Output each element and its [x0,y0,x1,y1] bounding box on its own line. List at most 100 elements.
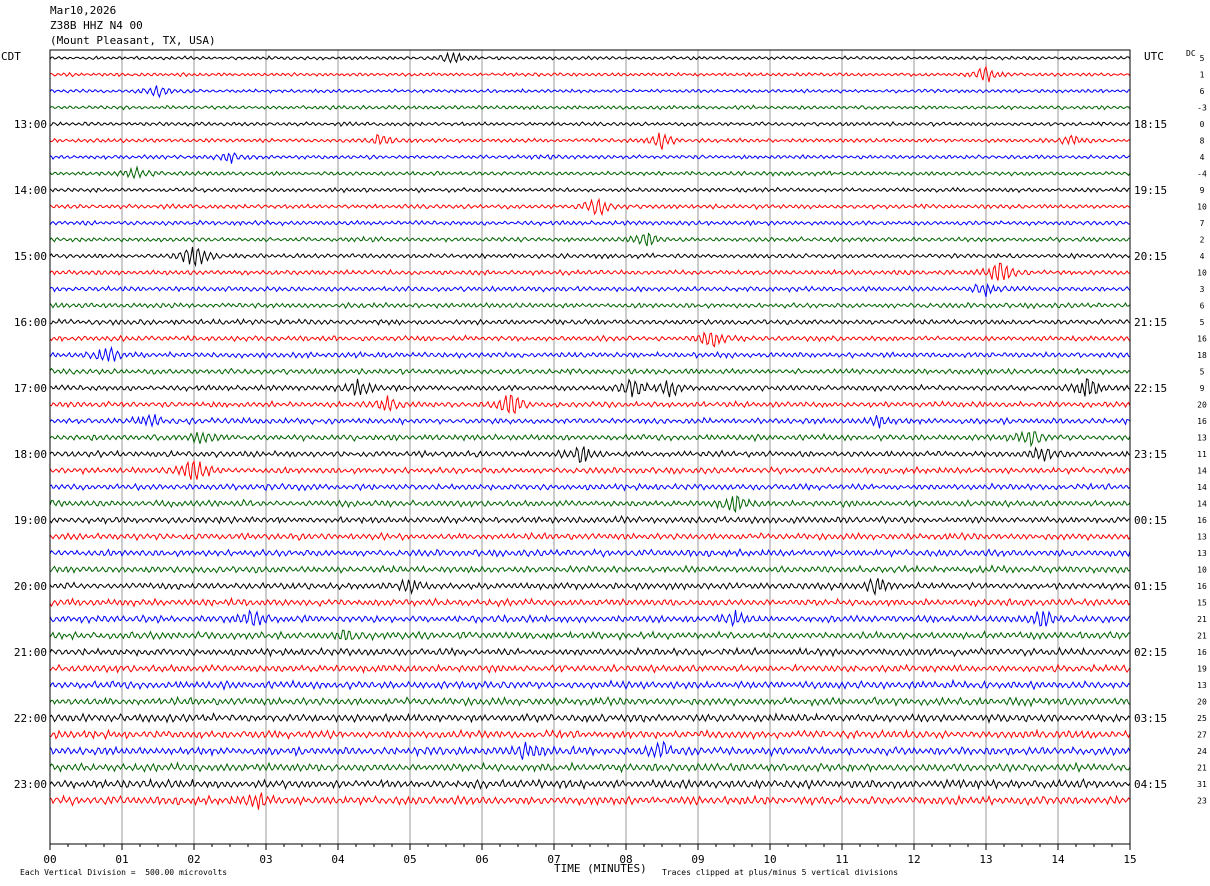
trace-19 [49,367,1131,376]
left-hour-label: 16:00 [14,316,47,329]
dc-offset-label: 1 [1200,71,1205,80]
trace-30 [49,547,1131,558]
left-hour-label: 13:00 [14,118,47,131]
x-tick-label: 00 [43,853,56,866]
x-tick-label: 11 [835,853,848,866]
trace-10 [49,219,1131,227]
scale-note: Each Vertical Division = 500.00 microvol… [20,868,228,877]
trace-38 [49,678,1131,691]
dc-offset-label: 4 [1200,252,1205,261]
trace-35 [49,629,1131,642]
trace-16 [50,318,1131,327]
left-hour-label: 17:00 [14,382,47,395]
dc-offset-label: 10 [1197,269,1207,278]
dc-offset-label: 14 [1197,500,1207,509]
dc-offset-label: 14 [1197,467,1207,476]
trace-42 [49,740,1131,760]
trace-24 [49,446,1131,463]
dc-offset-label: 16 [1197,417,1207,426]
x-tick-label: 01 [115,853,128,866]
trace-2 [49,85,1131,99]
left-hour-label: 23:00 [14,778,47,791]
trace-1 [49,65,1131,83]
dc-offset-label: 10 [1197,203,1207,212]
trace-32 [49,577,1131,597]
dc-offset-label: 25 [1197,714,1207,723]
dc-offset-label: 16 [1197,648,1207,657]
trace-34 [49,609,1131,628]
left-hour-label: 15:00 [14,250,47,263]
dc-offset-label: 11 [1197,450,1207,459]
right-hour-label: 22:15 [1134,382,1167,395]
dc-offset-label: 4 [1200,153,1205,162]
trace-0 [49,51,1131,64]
dc-offset-label: 21 [1197,764,1207,773]
dc-offset-label: 14 [1197,483,1207,492]
clip-note: Traces clipped at plus/minus 5 vertical … [662,868,899,877]
trace-37 [49,663,1131,674]
trace-45 [49,792,1131,810]
x-tick-label: 10 [763,853,776,866]
right-hour-label: 23:15 [1134,448,1167,461]
right-hour-label: 01:15 [1134,580,1167,593]
trace-28 [49,515,1131,525]
x-tick-label: 09 [691,853,704,866]
dc-offset-label: 20 [1197,401,1207,410]
trace-26 [49,482,1131,492]
x-axis-title: TIME (MINUTES) [554,862,647,875]
right-hour-label: 19:15 [1134,184,1167,197]
trace-31 [49,564,1131,575]
trace-36 [49,646,1131,658]
x-tick-label: 05 [403,853,416,866]
x-tick-label: 03 [259,853,272,866]
trace-9 [49,197,1131,217]
trace-3 [49,104,1131,111]
trace-8 [49,186,1131,194]
dc-offset-label: 15 [1197,599,1207,608]
dc-offset-label: 8 [1200,137,1205,146]
right-hour-label: 02:15 [1134,646,1167,659]
x-tick-label: 13 [979,853,992,866]
dc-offset-label: 13 [1197,533,1207,542]
trace-11 [49,232,1131,247]
dc-offset-label: 21 [1197,632,1207,641]
dc-offset-label: 20 [1197,698,1207,707]
dc-offset-label: -3 [1197,104,1207,113]
right-hour-label: 20:15 [1134,250,1167,263]
dc-offset-label: 27 [1197,731,1207,740]
trace-44 [49,777,1131,791]
dc-offset-label: 9 [1200,186,1205,195]
dc-offset-label: 10 [1197,566,1207,575]
right-hour-label: 04:15 [1134,778,1167,791]
dc-offset-label: 13 [1197,681,1207,690]
dc-offset-label: 18 [1197,351,1207,360]
dc-offset-label: 6 [1200,302,1205,311]
trace-20 [50,378,1131,398]
left-axis-label: CDT [1,50,21,63]
trace-15 [49,301,1131,310]
dc-offset-label: 13 [1197,549,1207,558]
x-tick-label: 15 [1123,853,1136,866]
dc-offset-label: 5 [1200,368,1205,377]
trace-21 [49,394,1131,415]
seismic-traces [49,51,1131,810]
date-label: Mar10,2026 [50,4,117,17]
trace-43 [49,761,1131,774]
x-tick-label: 02 [187,853,200,866]
dc-offset-label: 21 [1197,615,1207,624]
trace-22 [49,413,1131,429]
x-tick-label: 07 [547,853,560,866]
dc-label: DC [1186,49,1196,58]
trace-33 [49,596,1131,608]
dc-offset-label: 31 [1197,780,1207,789]
x-tick-label: 08 [619,853,632,866]
trace-39 [49,695,1131,708]
right-hour-label: 03:15 [1134,712,1167,725]
trace-14 [49,282,1131,298]
plot-axes: 00 01 02 03 04 05 06 07 08 09 10 11 12 13 14 15516-3084… [14,49,1207,866]
dc-offset-label: 5 [1200,318,1205,327]
dc-offset-label: 0 [1200,120,1205,129]
trace-25 [49,459,1131,480]
right-axis-label: UTC [1144,50,1164,63]
